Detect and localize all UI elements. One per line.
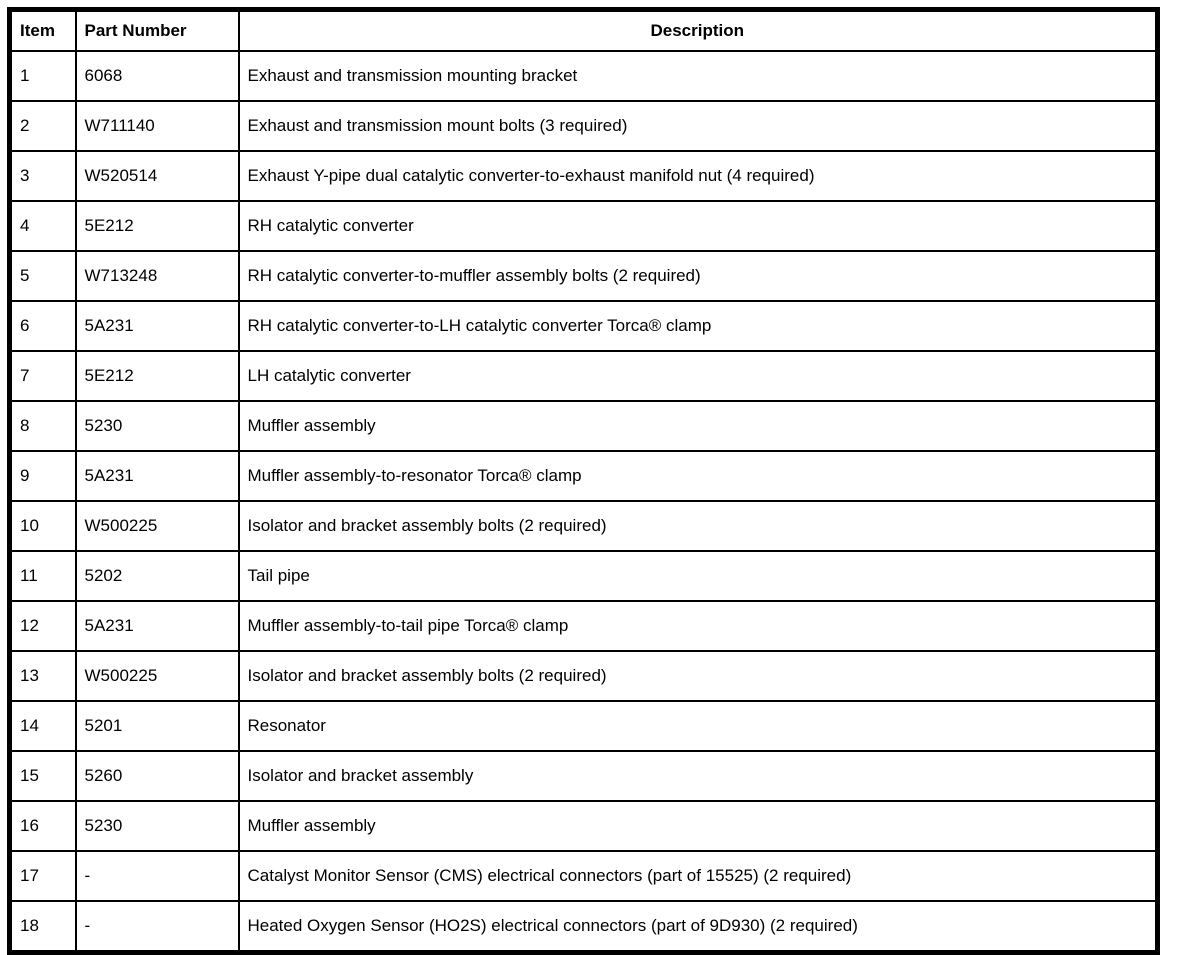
description-cell: RH catalytic converter-to-LH catalytic c…	[237, 300, 1159, 352]
table-row: 8 5230 Muffler assembly	[8, 400, 1159, 452]
part-number-cell: 5230	[74, 400, 240, 452]
part-number-cell: 5A231	[74, 300, 240, 352]
description-cell: LH catalytic converter	[237, 350, 1159, 402]
part-number-cell: 5202	[74, 550, 240, 602]
parts-table-body: 1 6068 Exhaust and transmission mounting b…	[8, 50, 1159, 954]
item-cell: 4	[8, 200, 77, 252]
part-number-cell: 5201	[74, 700, 240, 752]
description-cell: Heated Oxygen Sensor (HO2S) electrical c…	[237, 900, 1159, 954]
table-row: 12 5A231 Muffler assembly-to-tail pipe Tor…	[8, 600, 1159, 652]
description-cell: Exhaust Y-pipe dual catalytic converter-…	[237, 150, 1159, 202]
item-cell: 18	[8, 900, 77, 954]
item-cell: 5	[8, 250, 77, 302]
part-number-cell: W500225	[74, 650, 240, 702]
item-cell: 10	[8, 500, 77, 552]
table-row: 11 5202 Tail pipe	[8, 550, 1159, 602]
table-row: 7 5E212 LH catalytic converter	[8, 350, 1159, 402]
item-cell: 12	[8, 600, 77, 652]
table-row: 4 5E212 RH catalytic converter	[8, 200, 1159, 252]
description-cell: Muffler assembly	[237, 400, 1159, 452]
description-cell: Tail pipe	[237, 550, 1159, 602]
part-number-cell: 5A231	[74, 450, 240, 502]
description-cell: RH catalytic converter-to-muffler assemb…	[237, 250, 1159, 302]
item-cell: 9	[8, 450, 77, 502]
table-row: 13 W500225 Isolator and bracket assembly b…	[8, 650, 1159, 702]
item-cell: 8	[8, 400, 77, 452]
item-cell: 14	[8, 700, 77, 752]
description-cell: Muffler assembly-to-tail pipe Torca® cla…	[237, 600, 1159, 652]
table-row: 5 W713248 RH catalytic converter-to-muffle…	[8, 250, 1159, 302]
part-number-cell: 5260	[74, 750, 240, 802]
item-cell: 13	[8, 650, 77, 702]
part-number-cell: 6068	[74, 50, 240, 102]
item-cell: 2	[8, 100, 77, 152]
part-number-cell: -	[74, 900, 240, 954]
parts-table: Item Part Number Description 1 6068 Exhaus…	[7, 7, 1160, 955]
description-cell: Muffler assembly	[237, 800, 1159, 852]
col-header-item: Item	[8, 8, 77, 52]
part-number-cell: W520514	[74, 150, 240, 202]
table-row: 6 5A231 RH catalytic converter-to-LH catal…	[8, 300, 1159, 352]
description-cell: Isolator and bracket assembly bolts (2 r…	[237, 500, 1159, 552]
description-cell: RH catalytic converter	[237, 200, 1159, 252]
table-row: 9 5A231 Muffler assembly-to-resonator Torc…	[8, 450, 1159, 502]
part-number-cell: 5A231	[74, 600, 240, 652]
description-cell: Exhaust and transmission mount bolts (3 …	[237, 100, 1159, 152]
description-cell: Isolator and bracket assembly bolts (2 r…	[237, 650, 1159, 702]
item-cell: 15	[8, 750, 77, 802]
description-cell: Resonator	[237, 700, 1159, 752]
part-number-cell: -	[74, 850, 240, 902]
item-cell: 6	[8, 300, 77, 352]
part-number-cell: 5E212	[74, 350, 240, 402]
item-cell: 16	[8, 800, 77, 852]
table-row: 15 5260 Isolator and bracket assembly	[8, 750, 1159, 802]
item-cell: 1	[8, 50, 77, 102]
item-cell: 7	[8, 350, 77, 402]
table-row: 3 W520514 Exhaust Y-pipe dual catalytic co…	[8, 150, 1159, 202]
table-row: 17- Catalyst Monitor Sensor (CMS) electri…	[8, 850, 1159, 902]
part-number-cell: 5230	[74, 800, 240, 852]
table-row: 2 W711140 Exhaust and transmission mount b…	[8, 100, 1159, 152]
table-row: 14 5201 Resonator	[8, 700, 1159, 752]
item-cell: 11	[8, 550, 77, 602]
table-row: 10 W500225 Isolator and bracket assembly b…	[8, 500, 1159, 552]
table-row: 1 6068 Exhaust and transmission mounting b…	[8, 50, 1159, 102]
description-cell: Muffler assembly-to-resonator Torca® cla…	[237, 450, 1159, 502]
col-header-part-number: Part Number	[74, 8, 240, 52]
part-number-cell: 5E212	[74, 200, 240, 252]
item-cell: 3	[8, 150, 77, 202]
description-cell: Isolator and bracket assembly	[237, 750, 1159, 802]
part-number-cell: W500225	[74, 500, 240, 552]
item-cell: 17	[8, 850, 77, 902]
header-row: Item Part Number Description	[8, 8, 1159, 52]
description-cell: Exhaust and transmission mounting bracke…	[237, 50, 1159, 102]
description-cell: Catalyst Monitor Sensor (CMS) electrical…	[237, 850, 1159, 902]
part-number-cell: W713248	[74, 250, 240, 302]
table-row: 18- Heated Oxygen Sensor (HO2S) electrica…	[8, 900, 1159, 954]
part-number-cell: W711140	[74, 100, 240, 152]
table-row: 16 5230 Muffler assembly	[8, 800, 1159, 852]
col-header-description: Description	[237, 8, 1159, 52]
